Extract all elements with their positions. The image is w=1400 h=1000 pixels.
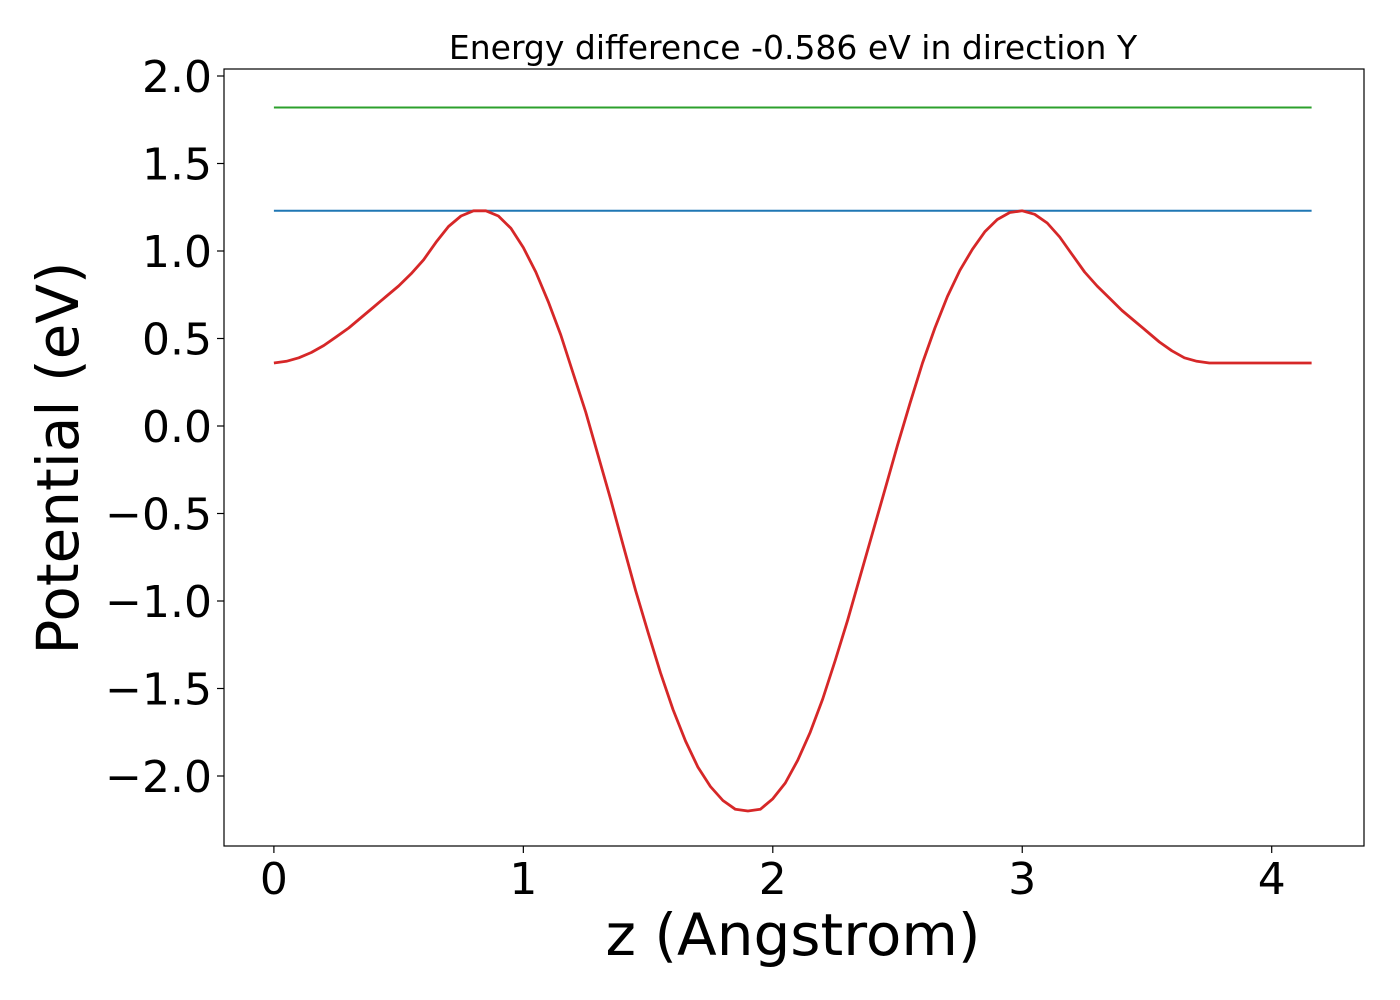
y-axis-label: Potential (eV) [24, 261, 92, 654]
y-tick-label: −0.5 [105, 490, 212, 541]
x-tick-label: 2 [759, 854, 787, 905]
y-tick-label: 0.5 [142, 315, 212, 366]
y-tick-label: 1.5 [142, 140, 212, 191]
series-line-3 [273, 209, 1312, 813]
x-tick-label: 3 [1008, 854, 1036, 905]
series-layer [273, 106, 1312, 813]
y-axis: 2.0 1.5 1.0 0.5 0.0 −0.5 −1.0 −1.5 −2.0 [105, 52, 224, 803]
x-tick-label: 1 [509, 854, 537, 905]
y-tick-label: 1.0 [142, 227, 212, 278]
x-tick-label: 4 [1258, 854, 1286, 905]
y-tick-label: 0.0 [142, 402, 212, 453]
plot-area [223, 68, 1365, 847]
y-tick-label: −2.0 [105, 752, 212, 803]
x-axis-label: z (Angstrom) [606, 901, 981, 969]
y-tick-label: 2.0 [142, 52, 212, 103]
x-tick-label: 0 [260, 854, 288, 905]
x-axis: 0 1 2 3 4 [260, 846, 1286, 905]
y-tick-label: −1.5 [105, 665, 212, 716]
y-tick-label: −1.0 [105, 577, 212, 628]
chart-title: Energy difference -0.586 eV in direction… [449, 28, 1138, 67]
